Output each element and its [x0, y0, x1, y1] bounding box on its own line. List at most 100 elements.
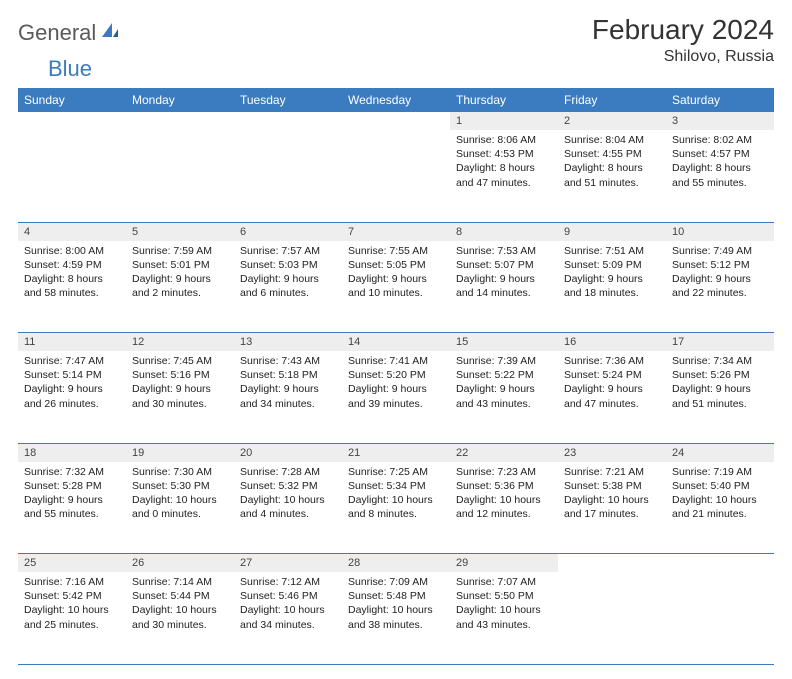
daynum-row: 123	[18, 112, 774, 130]
day-cell: Sunrise: 7:55 AMSunset: 5:05 PMDaylight:…	[342, 241, 450, 333]
day-cell: Sunrise: 7:21 AMSunset: 5:38 PMDaylight:…	[558, 462, 666, 554]
sunset-text: Sunset: 5:14 PM	[24, 368, 120, 382]
day-cell: Sunrise: 7:47 AMSunset: 5:14 PMDaylight:…	[18, 351, 126, 443]
daylight-text: Daylight: 9 hours and 26 minutes.	[24, 382, 120, 410]
day-number-cell	[126, 112, 234, 130]
logo-text-blue: Blue	[48, 56, 92, 81]
sunrise-text: Sunrise: 7:09 AM	[348, 575, 444, 589]
daylight-text: Daylight: 8 hours and 47 minutes.	[456, 161, 552, 189]
day-details: Sunrise: 7:53 AMSunset: 5:07 PMDaylight:…	[450, 241, 558, 307]
logo-sail-icon	[100, 21, 120, 46]
daylight-text: Daylight: 9 hours and 47 minutes.	[564, 382, 660, 410]
sunset-text: Sunset: 5:22 PM	[456, 368, 552, 382]
sunrise-text: Sunrise: 7:45 AM	[132, 354, 228, 368]
sunset-text: Sunset: 5:46 PM	[240, 589, 336, 603]
sunset-text: Sunset: 5:32 PM	[240, 479, 336, 493]
sunrise-text: Sunrise: 7:25 AM	[348, 465, 444, 479]
daynum-row: 2526272829	[18, 554, 774, 573]
logo: General	[18, 20, 122, 46]
day-number-cell: 2	[558, 112, 666, 130]
day-details: Sunrise: 7:41 AMSunset: 5:20 PMDaylight:…	[342, 351, 450, 417]
day-number-cell: 8	[450, 222, 558, 241]
day-cell: Sunrise: 7:07 AMSunset: 5:50 PMDaylight:…	[450, 572, 558, 664]
day-details: Sunrise: 7:57 AMSunset: 5:03 PMDaylight:…	[234, 241, 342, 307]
sunrise-text: Sunrise: 7:07 AM	[456, 575, 552, 589]
day-details: Sunrise: 7:49 AMSunset: 5:12 PMDaylight:…	[666, 241, 774, 307]
sunset-text: Sunset: 5:01 PM	[132, 258, 228, 272]
sunset-text: Sunset: 5:03 PM	[240, 258, 336, 272]
sunrise-text: Sunrise: 7:43 AM	[240, 354, 336, 368]
sunset-text: Sunset: 5:42 PM	[24, 589, 120, 603]
day-number-cell: 21	[342, 443, 450, 462]
week-row: Sunrise: 8:06 AMSunset: 4:53 PMDaylight:…	[18, 130, 774, 222]
daylight-text: Daylight: 8 hours and 58 minutes.	[24, 272, 120, 300]
weekday-header: Sunday	[18, 88, 126, 112]
day-cell	[666, 572, 774, 664]
day-number-cell: 23	[558, 443, 666, 462]
day-details: Sunrise: 8:06 AMSunset: 4:53 PMDaylight:…	[450, 130, 558, 196]
sunset-text: Sunset: 4:53 PM	[456, 147, 552, 161]
sunrise-text: Sunrise: 7:21 AM	[564, 465, 660, 479]
day-number-cell: 7	[342, 222, 450, 241]
day-cell	[234, 130, 342, 222]
sunset-text: Sunset: 5:05 PM	[348, 258, 444, 272]
day-details: Sunrise: 7:51 AMSunset: 5:09 PMDaylight:…	[558, 241, 666, 307]
daylight-text: Daylight: 10 hours and 17 minutes.	[564, 493, 660, 521]
day-number-cell: 13	[234, 333, 342, 352]
day-cell: Sunrise: 7:45 AMSunset: 5:16 PMDaylight:…	[126, 351, 234, 443]
sunrise-text: Sunrise: 7:23 AM	[456, 465, 552, 479]
day-details: Sunrise: 7:23 AMSunset: 5:36 PMDaylight:…	[450, 462, 558, 528]
sunrise-text: Sunrise: 7:16 AM	[24, 575, 120, 589]
title-block: February 2024 Shilovo, Russia	[592, 14, 774, 66]
day-number-cell	[18, 112, 126, 130]
weekday-header: Thursday	[450, 88, 558, 112]
daylight-text: Daylight: 9 hours and 2 minutes.	[132, 272, 228, 300]
day-number-cell: 6	[234, 222, 342, 241]
sunset-text: Sunset: 5:36 PM	[456, 479, 552, 493]
day-details: Sunrise: 7:28 AMSunset: 5:32 PMDaylight:…	[234, 462, 342, 528]
sunrise-text: Sunrise: 7:30 AM	[132, 465, 228, 479]
day-details: Sunrise: 7:45 AMSunset: 5:16 PMDaylight:…	[126, 351, 234, 417]
sunset-text: Sunset: 5:26 PM	[672, 368, 768, 382]
sunset-text: Sunset: 5:38 PM	[564, 479, 660, 493]
day-details: Sunrise: 7:59 AMSunset: 5:01 PMDaylight:…	[126, 241, 234, 307]
day-cell	[342, 130, 450, 222]
day-number-cell: 26	[126, 554, 234, 573]
month-title: February 2024	[592, 14, 774, 46]
weekday-header: Friday	[558, 88, 666, 112]
weekday-header: Saturday	[666, 88, 774, 112]
day-number-cell: 22	[450, 443, 558, 462]
day-number-cell: 12	[126, 333, 234, 352]
day-number-cell: 15	[450, 333, 558, 352]
calendar-page: General February 2024 Shilovo, Russia Bl…	[0, 0, 792, 679]
day-details: Sunrise: 7:32 AMSunset: 5:28 PMDaylight:…	[18, 462, 126, 528]
daylight-text: Daylight: 9 hours and 39 minutes.	[348, 382, 444, 410]
day-details: Sunrise: 8:02 AMSunset: 4:57 PMDaylight:…	[666, 130, 774, 196]
sunrise-text: Sunrise: 8:00 AM	[24, 244, 120, 258]
sunset-text: Sunset: 5:16 PM	[132, 368, 228, 382]
calendar-table: Sunday Monday Tuesday Wednesday Thursday…	[18, 88, 774, 665]
day-cell: Sunrise: 7:25 AMSunset: 5:34 PMDaylight:…	[342, 462, 450, 554]
day-number-cell: 4	[18, 222, 126, 241]
day-cell: Sunrise: 8:02 AMSunset: 4:57 PMDaylight:…	[666, 130, 774, 222]
day-number-cell	[666, 554, 774, 573]
sunrise-text: Sunrise: 7:47 AM	[24, 354, 120, 368]
day-number-cell: 25	[18, 554, 126, 573]
sunset-text: Sunset: 5:48 PM	[348, 589, 444, 603]
day-cell: Sunrise: 7:14 AMSunset: 5:44 PMDaylight:…	[126, 572, 234, 664]
weekday-header-row: Sunday Monday Tuesday Wednesday Thursday…	[18, 88, 774, 112]
day-details: Sunrise: 7:30 AMSunset: 5:30 PMDaylight:…	[126, 462, 234, 528]
daylight-text: Daylight: 9 hours and 55 minutes.	[24, 493, 120, 521]
day-details: Sunrise: 7:07 AMSunset: 5:50 PMDaylight:…	[450, 572, 558, 638]
sunrise-text: Sunrise: 7:36 AM	[564, 354, 660, 368]
daylight-text: Daylight: 9 hours and 10 minutes.	[348, 272, 444, 300]
day-number-cell: 24	[666, 443, 774, 462]
day-cell	[126, 130, 234, 222]
daylight-text: Daylight: 8 hours and 55 minutes.	[672, 161, 768, 189]
sunrise-text: Sunrise: 7:49 AM	[672, 244, 768, 258]
day-number-cell: 29	[450, 554, 558, 573]
daynum-row: 18192021222324	[18, 443, 774, 462]
day-number-cell: 17	[666, 333, 774, 352]
day-number-cell	[234, 112, 342, 130]
day-cell: Sunrise: 7:19 AMSunset: 5:40 PMDaylight:…	[666, 462, 774, 554]
